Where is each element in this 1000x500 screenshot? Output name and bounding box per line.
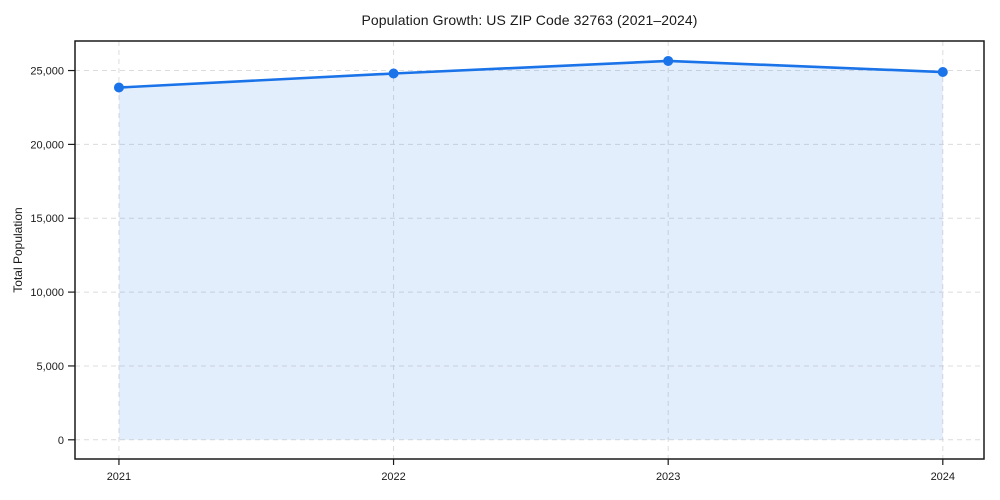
chart-title: Population Growth: US ZIP Code 32763 (20… <box>361 12 698 28</box>
x-tick-label: 2023 <box>656 471 680 483</box>
axes-spines <box>74 40 985 460</box>
x-tick-label: 2024 <box>931 471 955 483</box>
y-tick-label: 0 <box>58 435 64 447</box>
y-tick-label: 5,000 <box>36 361 64 373</box>
data-point <box>663 55 674 66</box>
data-point <box>937 67 948 78</box>
x-tick-label: 2022 <box>381 471 405 483</box>
data-point <box>388 68 399 79</box>
x-tick-label: 2021 <box>107 471 131 483</box>
data-line <box>117 59 945 89</box>
data-point <box>113 82 124 93</box>
y-tick-label: 15,000 <box>30 213 64 225</box>
y-tick-label: 25,000 <box>30 66 64 78</box>
y-tick-label: 10,000 <box>30 287 64 299</box>
area-fill <box>118 60 943 440</box>
y-tick-label: 20,000 <box>30 139 64 151</box>
